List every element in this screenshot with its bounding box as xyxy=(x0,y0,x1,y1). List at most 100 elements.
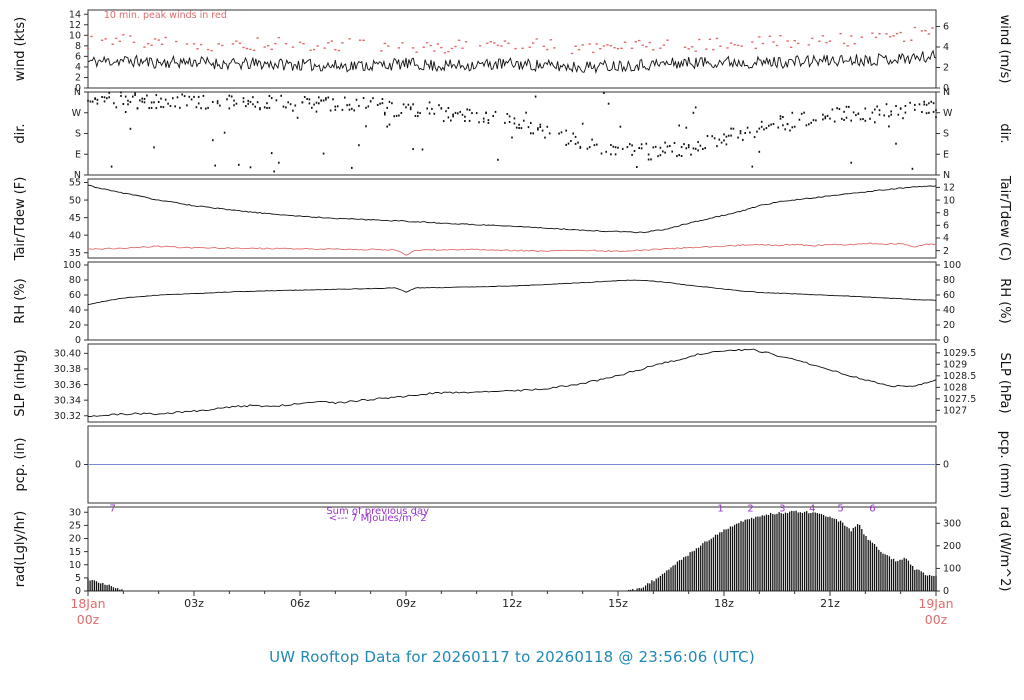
series-peak-wind xyxy=(546,48,549,51)
series-peak-wind xyxy=(252,49,256,51)
series-wind-direction xyxy=(169,105,172,107)
series-wind-direction xyxy=(494,110,497,113)
series-peak-wind xyxy=(698,38,701,41)
series-wind-direction xyxy=(760,120,763,123)
series-peak-wind xyxy=(535,38,538,40)
series-wind-direction xyxy=(874,121,876,124)
series-peak-wind xyxy=(588,43,591,45)
series-peak-wind xyxy=(895,33,899,35)
series-wind-direction xyxy=(428,101,431,104)
series-wind-direction xyxy=(223,131,226,134)
series-wind-direction xyxy=(523,119,525,122)
series-peak-wind xyxy=(648,41,651,44)
series-wind-direction xyxy=(388,123,391,126)
series-wind-direction xyxy=(202,94,205,97)
series-wind-direction xyxy=(789,129,791,132)
y-tick-label: 12 xyxy=(69,20,81,31)
series-wind-direction xyxy=(845,116,848,119)
series-wind-direction xyxy=(793,125,796,128)
series-wind-direction xyxy=(838,108,841,110)
series-wind-direction xyxy=(334,108,337,111)
series-peak-wind xyxy=(358,39,362,41)
series-wind-direction xyxy=(153,146,155,149)
panel-rh xyxy=(87,261,937,341)
series-peak-wind xyxy=(570,52,574,55)
series-wind-direction xyxy=(259,108,261,111)
series-wind-direction xyxy=(266,107,268,109)
series-wind-direction xyxy=(511,136,513,139)
y-tick-label: 15 xyxy=(69,547,81,558)
series-wind-direction xyxy=(247,99,249,102)
series-wind-direction xyxy=(744,132,746,134)
series-peak-wind xyxy=(231,43,235,45)
series-wind-direction xyxy=(315,110,318,113)
series-wind-direction xyxy=(153,101,155,104)
series-wind-direction xyxy=(822,118,824,121)
series-wind-direction xyxy=(723,139,725,142)
series-wind-direction xyxy=(367,105,370,108)
annotation: 1 xyxy=(717,504,723,515)
series-wind-direction xyxy=(282,105,285,108)
series-wind-direction xyxy=(687,144,690,147)
series-wind-direction xyxy=(857,112,860,115)
series-peak-wind xyxy=(595,43,598,45)
series-wind-direction xyxy=(388,100,391,103)
series-wind-direction xyxy=(252,96,254,99)
series-wind-direction xyxy=(560,131,563,134)
series-peak-wind xyxy=(532,42,535,44)
series-wind-direction xyxy=(850,161,852,164)
series-peak-wind xyxy=(334,49,337,51)
series-wind-direction xyxy=(751,165,754,168)
series-wind-direction xyxy=(666,145,669,148)
series-wind-direction xyxy=(843,110,845,113)
series-wind-direction xyxy=(172,97,174,100)
series-wind-direction xyxy=(574,142,577,145)
annotation: 3 xyxy=(779,504,785,515)
series-peak-wind xyxy=(641,44,644,46)
series-wind-direction xyxy=(859,118,862,121)
series-wind-direction xyxy=(845,105,848,108)
series-wind-direction xyxy=(386,106,388,109)
series-wind-direction xyxy=(127,103,129,106)
series-peak-wind xyxy=(196,48,199,50)
series-wind-direction xyxy=(329,109,332,112)
series-wind-direction xyxy=(930,100,933,103)
series-peak-wind xyxy=(754,47,757,50)
series-peak-wind xyxy=(401,42,404,44)
series-peak-wind xyxy=(715,37,719,40)
y-tick-label: 30.38 xyxy=(54,364,81,375)
series-wind-direction xyxy=(148,107,150,110)
axis-label-right-slp: SLP (hPa) xyxy=(997,352,1012,413)
series-wind-direction xyxy=(888,115,890,118)
series-wind-direction xyxy=(692,147,695,150)
panel-slp xyxy=(87,343,937,423)
series-wind-direction xyxy=(852,111,855,114)
series-peak-wind xyxy=(157,39,160,41)
series-wind-direction xyxy=(372,97,374,100)
series-wind-direction xyxy=(758,150,761,153)
series-wind-direction xyxy=(296,116,299,119)
y-tick-label: 25 xyxy=(69,521,81,532)
series-wind-direction xyxy=(132,95,134,98)
x-tick-label: 09z xyxy=(396,597,416,610)
series-wind-direction xyxy=(579,145,582,148)
series-wind-direction xyxy=(723,133,725,136)
series-wind-direction xyxy=(254,105,256,108)
series-peak-wind xyxy=(613,47,616,49)
series-peak-wind xyxy=(90,35,93,38)
axis-label-left-dir: dir. xyxy=(13,123,28,143)
series-wind-direction xyxy=(197,102,200,105)
series-wind-direction xyxy=(87,99,89,102)
series-wind-direction xyxy=(122,103,125,105)
series-peak-wind xyxy=(175,40,178,43)
y-tick-label: 4 xyxy=(943,42,949,53)
series-wind-direction xyxy=(890,113,892,116)
y-tick-label: 1027.5 xyxy=(943,394,976,405)
series-wind-direction xyxy=(249,100,252,103)
series-wind-direction xyxy=(640,147,643,150)
series-wind-direction xyxy=(205,107,207,110)
series-peak-wind xyxy=(433,50,436,52)
series-wind-direction xyxy=(141,97,143,100)
series-wind-direction xyxy=(457,112,459,115)
